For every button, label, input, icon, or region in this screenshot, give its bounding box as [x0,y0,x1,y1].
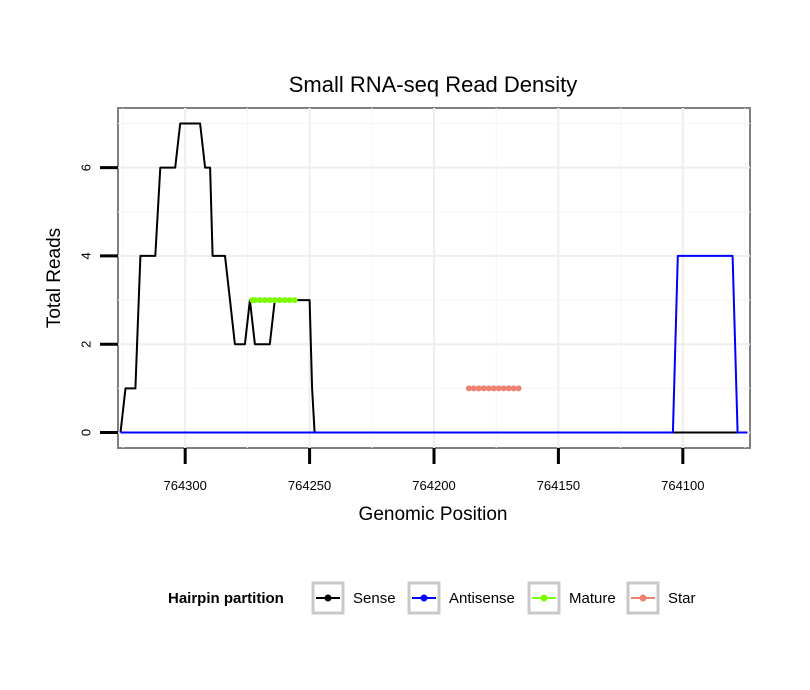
series-star-point [510,385,517,392]
legend-label-mature: Mature [569,590,616,607]
x-tick-label: 764250 [288,478,331,493]
axis-layer: 0 2 4 6 764300 764250 764200 764150 764100 [79,164,705,493]
legend-label-star: Star [668,590,696,607]
series-star-point [470,385,477,392]
series-star-point [495,385,502,392]
y-tick-label: 4 [79,252,94,259]
legend-label-sense: Sense [353,590,396,607]
x-tick-label: 764300 [163,478,206,493]
series-mature-point [291,297,298,304]
y-tick-label: 0 [79,429,94,436]
series-mature-point [261,297,268,304]
series-mature-point [276,297,283,304]
series-star-point [500,385,507,392]
legend-key-dot-star [639,594,647,602]
y-tick-label: 2 [79,341,94,348]
legend-key-dot-sense [324,594,332,602]
series-mature-point [266,297,273,304]
series-star-point [505,385,512,392]
series-layer [119,122,748,434]
series-star-point [515,385,522,392]
x-axis-title: Genomic Position [359,504,508,525]
x-tick-label: 764150 [537,478,580,493]
legend-entries: Sense Antisense Mature Star [311,581,696,615]
series-star-point [475,385,482,392]
y-axis-title: Total Reads [44,228,65,328]
series-star-point [485,385,492,392]
legend: Hairpin partition Sense Antisense Mature St… [168,581,696,615]
x-tick-label: 764200 [412,478,455,493]
series-star-point [490,385,497,392]
legend-title: Hairpin partition [168,590,284,607]
legend-key-dot-antisense [420,594,428,602]
series-mature-point [281,297,288,304]
series-mature-point [256,297,263,304]
x-tick-label: 764100 [661,478,704,493]
chart-title: Small RNA-seq Read Density [289,72,578,97]
legend-label-antisense: Antisense [449,590,515,607]
series-mature-point [251,297,258,304]
series-antisense-line [120,254,748,434]
series-star-point [465,385,472,392]
series-mature-point [286,297,293,304]
series-star-point [480,385,487,392]
legend-key-dot-mature [540,594,548,602]
series-mature-point [271,297,278,304]
y-tick-label: 6 [79,164,94,171]
